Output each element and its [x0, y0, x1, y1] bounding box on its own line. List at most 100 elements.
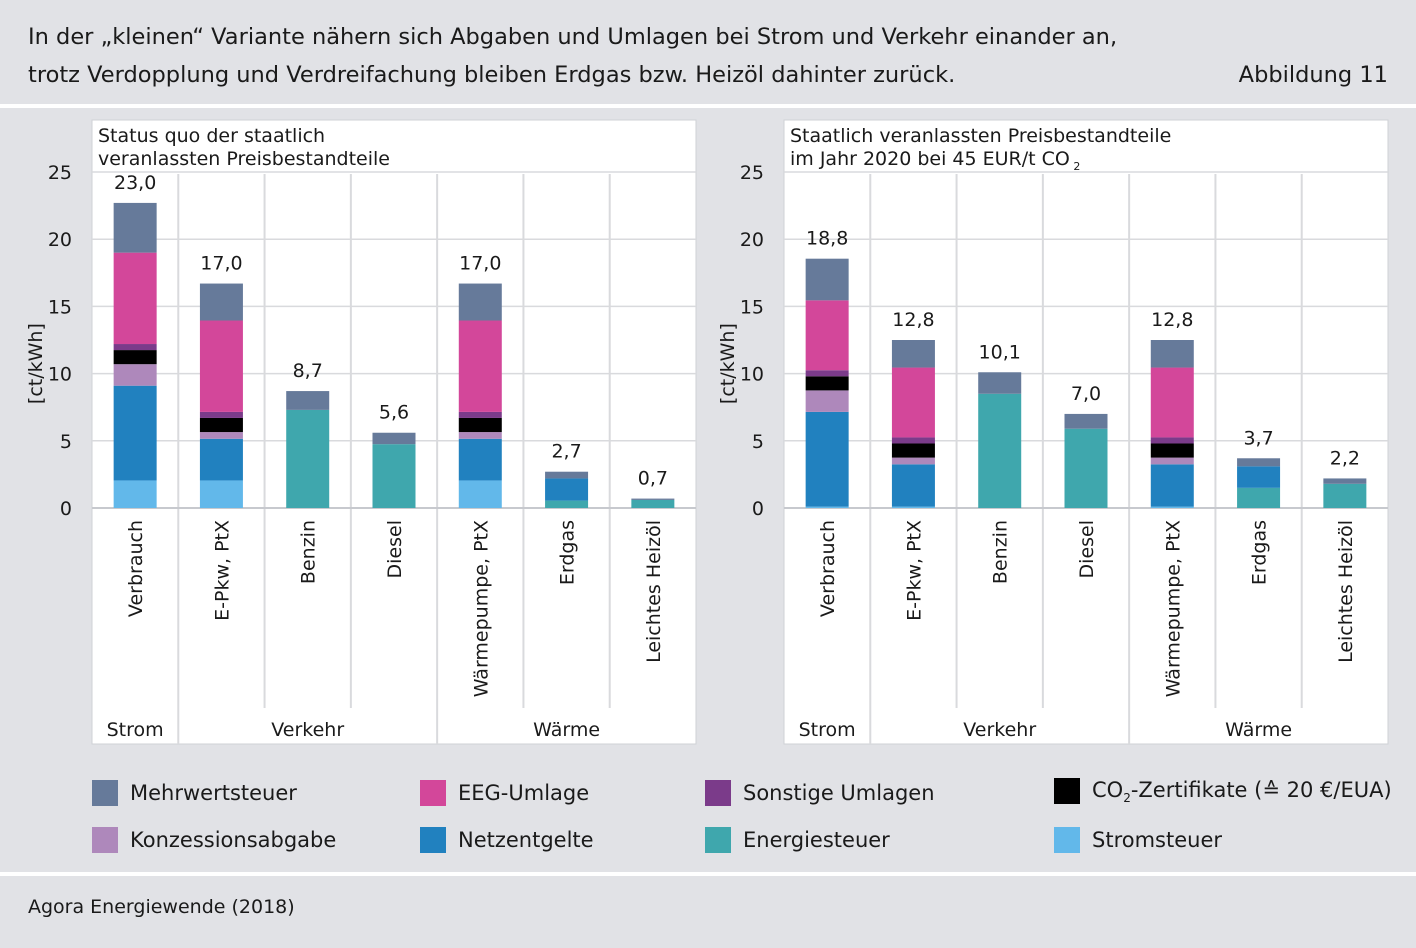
bar-segment	[199, 320, 243, 412]
bar-segment	[1150, 464, 1194, 507]
legend-item: Sonstige Umlagen	[705, 778, 935, 808]
bar-total-label: 8,7	[293, 360, 323, 382]
x-tick-label: E-Pkw, PtX	[903, 520, 925, 621]
legend-label: CO2-Zertifikate (≙ 20 €/EUA)	[1092, 777, 1392, 805]
group-label: Wärme	[533, 719, 600, 741]
bar-segment	[199, 432, 243, 439]
headline: In der „kleinen“ Variante nähern sich Ab…	[28, 18, 1228, 94]
bar-total-label: 0,7	[638, 468, 668, 490]
bar-segment	[805, 370, 849, 377]
bar-segment	[113, 385, 157, 481]
bar-segment	[545, 500, 589, 508]
chart-panel-2: Staatlich veranlassten Preisbestandteile…	[717, 119, 1389, 745]
bar-segment	[1237, 466, 1281, 488]
bar-segment	[113, 350, 157, 365]
y-tick-label: 10	[740, 364, 764, 386]
bar-total-label: 17,0	[459, 253, 501, 275]
bar-segment	[113, 480, 157, 508]
legend-swatch	[705, 780, 731, 806]
x-tick-label: Verbrauch	[817, 520, 839, 617]
bar-segment	[199, 411, 243, 418]
y-tick-label: 0	[752, 498, 764, 520]
x-tick-label: Benzin	[990, 520, 1012, 584]
bar-total-label: 7,0	[1071, 383, 1101, 405]
y-tick-label: 10	[48, 364, 72, 386]
bar-segment	[545, 478, 589, 501]
bar-segment	[891, 340, 935, 368]
bar-segment	[545, 471, 589, 479]
plot-area	[91, 119, 697, 745]
bar-total-label: 23,0	[114, 172, 156, 194]
y-tick-label: 25	[740, 162, 764, 184]
group-label: Strom	[107, 719, 164, 741]
x-tick-label: Erdgas	[557, 520, 579, 585]
y-tick-label: 0	[60, 498, 72, 520]
legend-item: Mehrwertsteuer	[92, 778, 297, 808]
bar-segment	[1150, 457, 1194, 465]
x-tick-label: Leichtes Heizöl	[643, 520, 665, 663]
bar-segment	[805, 411, 849, 507]
bar-segment	[286, 391, 330, 410]
bar-segment	[199, 417, 243, 433]
bar-segment	[1150, 506, 1194, 508]
group-label: Wärme	[1225, 719, 1292, 741]
legend-label: Konzessionsabgabe	[130, 828, 337, 852]
bar-segment	[458, 283, 502, 321]
bar-total-label: 10,1	[979, 341, 1021, 363]
y-tick-label: 15	[740, 296, 764, 318]
legend-swatch	[92, 780, 118, 806]
x-tick-label: Wärmepumpe, PtX	[470, 520, 492, 697]
y-axis-label: [ct/kWh]	[25, 323, 47, 404]
bar-segment	[891, 506, 935, 508]
bar-segment	[805, 506, 849, 508]
x-tick-label: Wärmepumpe, PtX	[1162, 520, 1184, 697]
bar-segment	[805, 300, 849, 371]
legend-item: CO2-Zertifikate (≙ 20 €/EUA)	[1054, 776, 1392, 806]
bar-segment	[113, 202, 157, 253]
header: In der „kleinen“ Variante nähern sich Ab…	[0, 0, 1416, 104]
bar-segment	[891, 443, 935, 458]
bar-segment	[805, 258, 849, 301]
bar-segment	[805, 376, 849, 391]
headline-line-1: In der „kleinen“ Variante nähern sich Ab…	[28, 24, 1118, 50]
figure-label: Abbildung 11	[1238, 62, 1388, 88]
x-tick-label: Benzin	[298, 520, 320, 584]
source-note: Agora Energiewende (2018)	[28, 896, 295, 918]
bar-segment	[1064, 428, 1108, 508]
bar-segment	[631, 499, 675, 508]
bar-segment	[372, 444, 416, 508]
x-tick-label: Diesel	[384, 520, 406, 578]
x-tick-label: Erdgas	[1249, 520, 1271, 585]
chart-title-line-1: Staatlich veranlassten Preisbestandteile	[790, 125, 1171, 147]
legend-swatch	[1054, 827, 1080, 853]
chart-title-line-1: Status quo der staatlich	[98, 125, 325, 147]
bar-total-label: 5,6	[379, 402, 409, 424]
y-tick-label: 25	[48, 162, 72, 184]
bar-segment	[199, 283, 243, 321]
x-tick-label: E-Pkw, PtX	[211, 520, 233, 621]
chart-title-box	[93, 121, 695, 173]
x-tick-label: Leichtes Heizöl	[1335, 520, 1357, 663]
headline-line-2: trotz Verdopplung und Verdreifachung ble…	[28, 62, 956, 88]
group-label: Verkehr	[963, 719, 1036, 741]
legend-item: Netzentgelte	[420, 825, 594, 855]
bar-total-label: 2,2	[1330, 447, 1360, 469]
y-tick-label: 5	[60, 431, 72, 453]
y-tick-label: 20	[48, 229, 72, 251]
group-label: Strom	[799, 719, 856, 741]
separator-top	[0, 104, 1416, 108]
legend-swatch	[420, 780, 446, 806]
legend-label: Mehrwertsteuer	[130, 781, 297, 805]
legend-label: EEG-Umlage	[458, 781, 590, 805]
chart-title-box	[785, 121, 1387, 173]
bar-segment	[1323, 483, 1367, 508]
legend: Mehrwertsteuer EEG-Umlage Sonstige Umlagen…	[0, 770, 1416, 866]
group-label: Verkehr	[271, 719, 344, 741]
separator-bottom	[0, 872, 1416, 876]
bar-segment	[458, 432, 502, 439]
legend-swatch	[420, 827, 446, 853]
bar-segment	[113, 344, 157, 351]
legend-item: EEG-Umlage	[420, 778, 589, 808]
bar-segment	[1150, 367, 1194, 438]
bar-segment	[458, 480, 502, 508]
